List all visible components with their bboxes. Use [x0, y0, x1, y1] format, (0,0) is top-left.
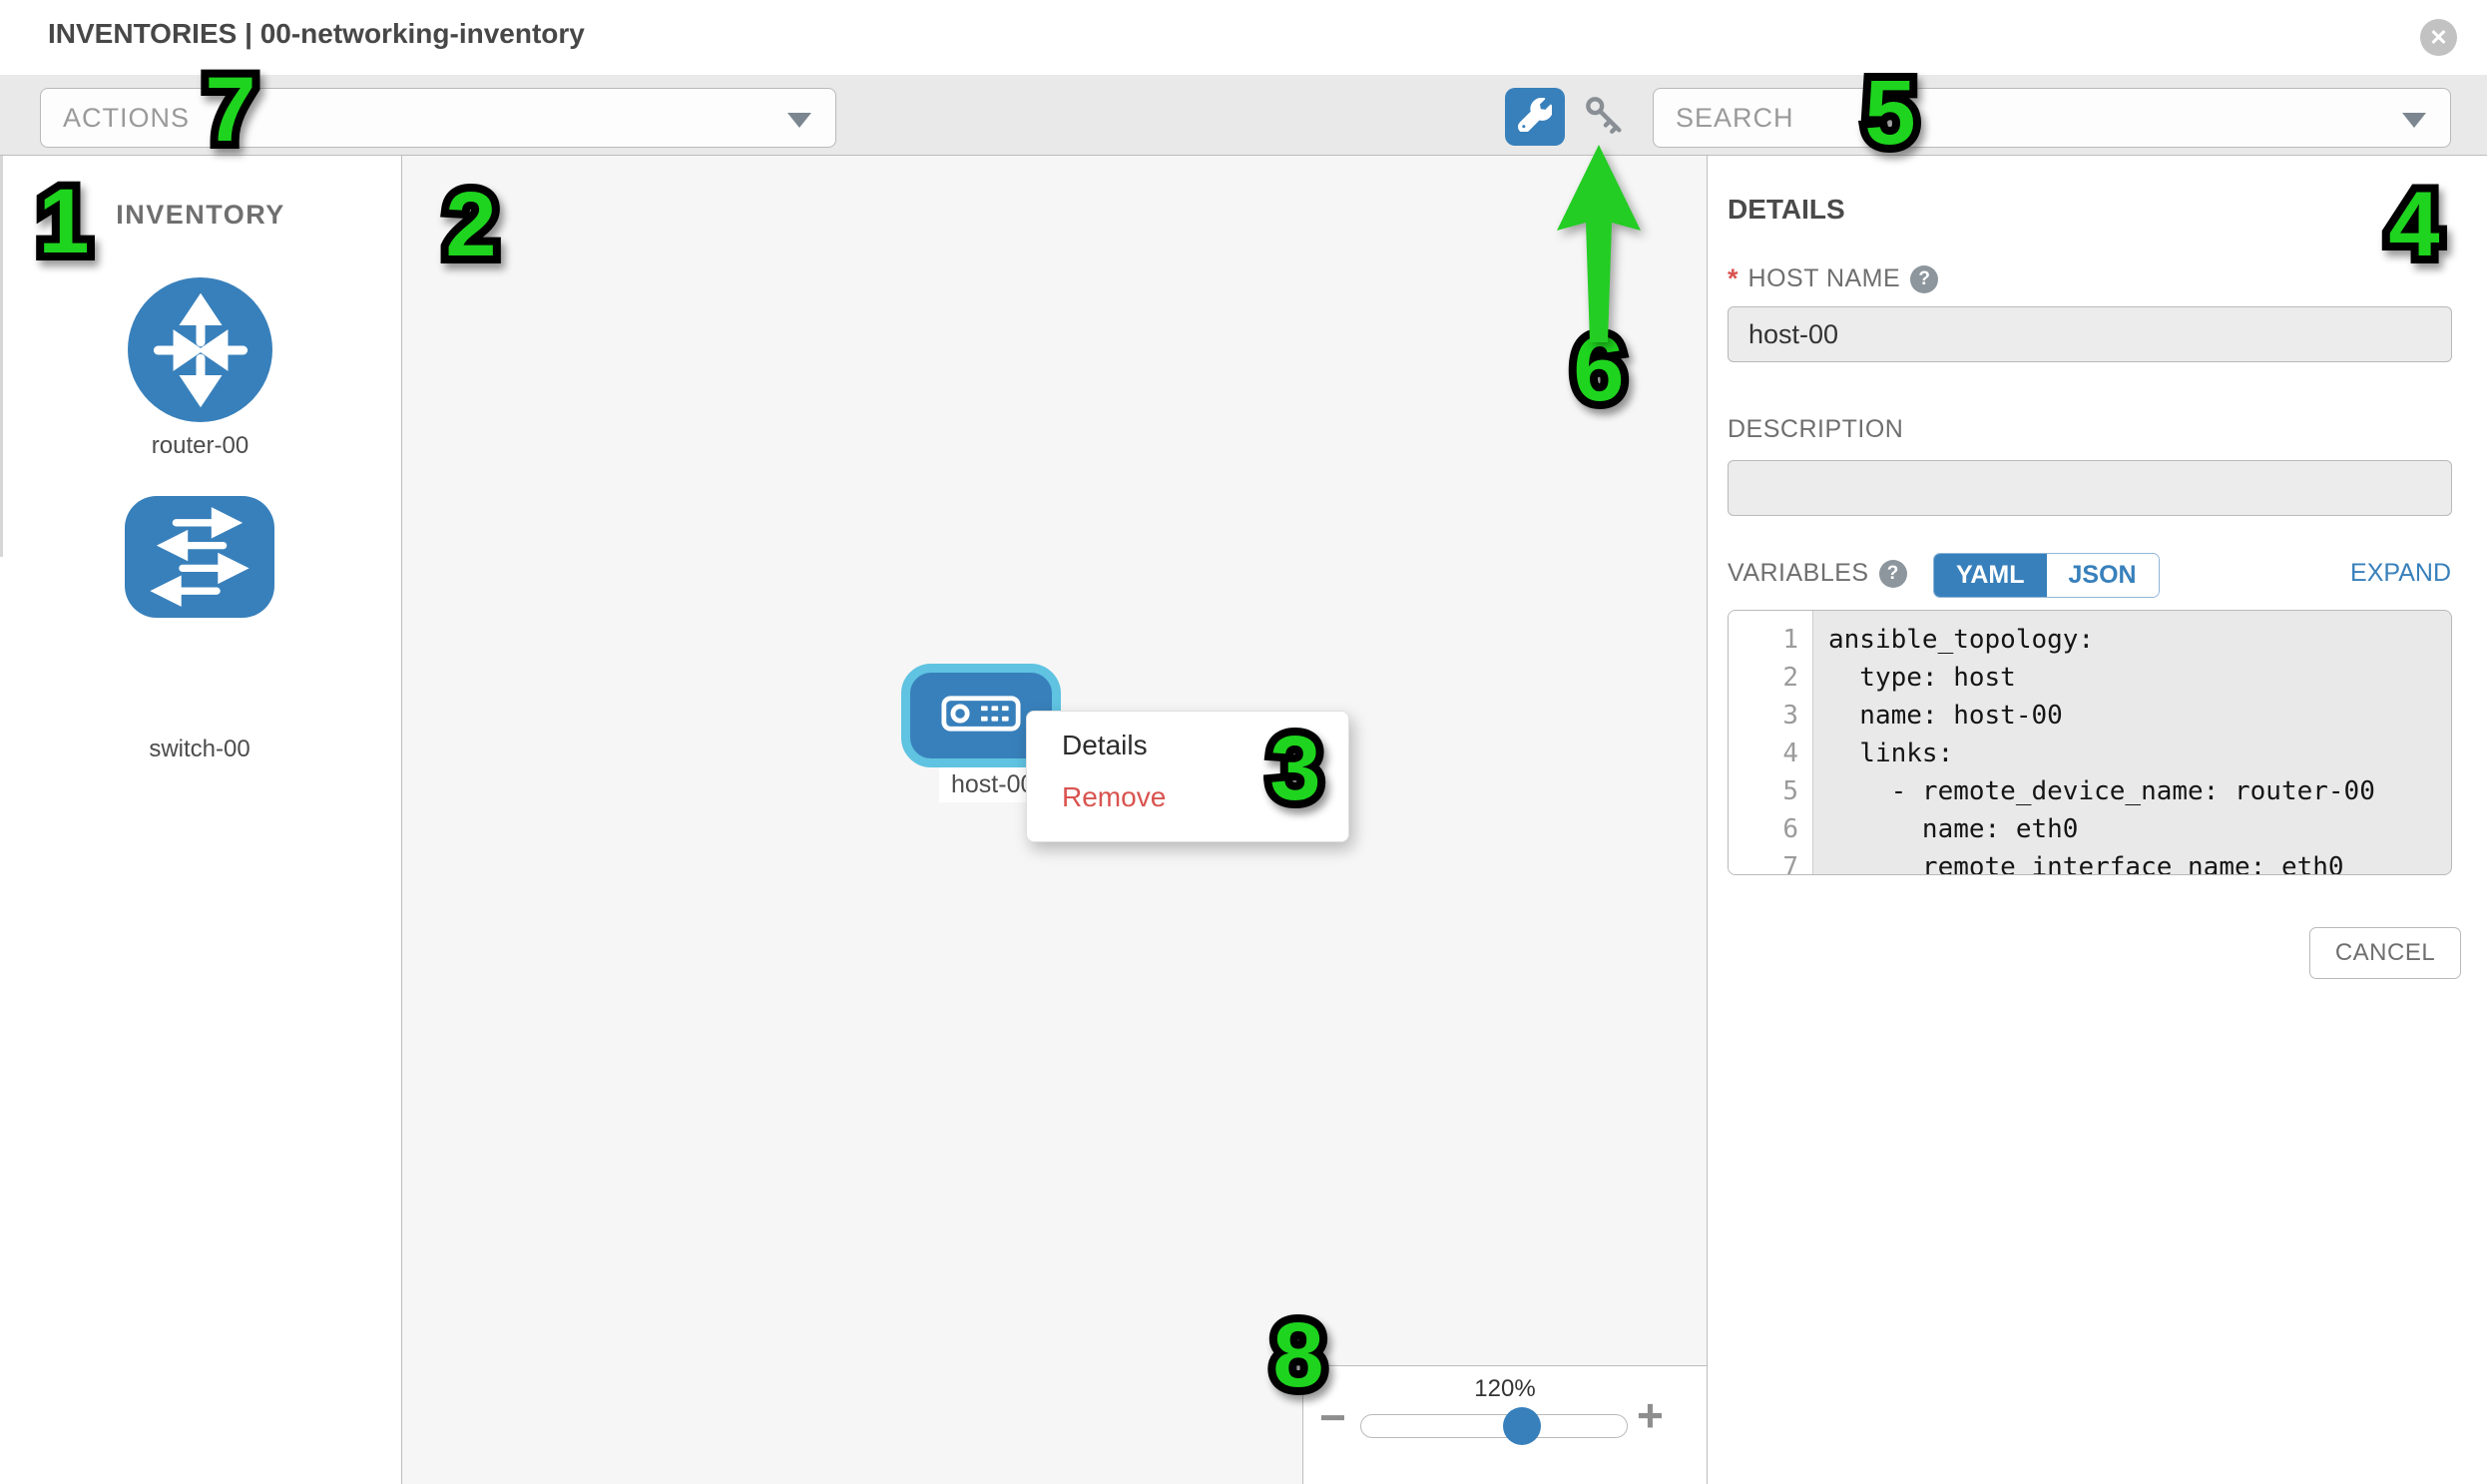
- close-glyph: ✕: [2429, 24, 2448, 50]
- help-icon[interactable]: ?: [1878, 559, 1907, 588]
- host-name-label-row: * HOST NAME ?: [1728, 263, 1939, 294]
- chevron-down-icon: [2402, 113, 2426, 128]
- line-text: - remote_device_name: router-00: [1828, 776, 2375, 806]
- cancel-button[interactable]: CANCEL: [2309, 927, 2461, 979]
- code-line: 6 name: eth0: [1729, 810, 2451, 848]
- header: INVENTORIES | 00-networking-inventory ✕: [0, 0, 2487, 75]
- annotation-2: 2: [437, 171, 504, 278]
- host-node[interactable]: [901, 664, 1061, 767]
- details-title: DETAILS: [1728, 194, 1845, 225]
- host-name-input[interactable]: host-00: [1728, 306, 2452, 362]
- line-text: type: host: [1828, 663, 2016, 693]
- line-number: 7: [1782, 852, 1798, 875]
- toolbar: ACTIONS SEARCH: [0, 75, 2487, 156]
- palette-item-label: router-00: [151, 432, 249, 459]
- toolkit-button[interactable]: [1505, 88, 1565, 146]
- search-placeholder: SEARCH: [1676, 102, 1794, 133]
- description-input[interactable]: [1728, 460, 2452, 516]
- json-toggle-button[interactable]: JSON: [2046, 554, 2159, 597]
- expand-link[interactable]: EXPAND: [2350, 559, 2451, 587]
- line-number: 6: [1782, 814, 1798, 844]
- description-label-row: DESCRIPTION: [1728, 415, 1903, 444]
- context-menu-item-remove[interactable]: Remove: [1062, 781, 1167, 812]
- annotation-arrow-up-icon: [1553, 144, 1645, 350]
- host-name-label: HOST NAME: [1747, 264, 1901, 292]
- inventory-palette: INVENTORY router-00: [0, 156, 402, 1484]
- palette-item-router[interactable]: router-00: [128, 277, 272, 459]
- zoom-in-button[interactable]: +: [1637, 1389, 1664, 1441]
- code-line: 2 type: host: [1729, 659, 2451, 697]
- line-number: 4: [1782, 739, 1798, 768]
- line-text: remote_interface_name: eth0: [1828, 852, 2344, 875]
- zoom-widget: 120% − +: [1302, 1365, 1707, 1484]
- details-panel: DETAILS * HOST NAME ? host-00 DESCRIPTIO…: [1707, 156, 2487, 1484]
- description-label: DESCRIPTION: [1728, 415, 1904, 443]
- line-text: links:: [1828, 739, 1954, 768]
- line-number: 5: [1782, 776, 1798, 806]
- code-line: 4 links:: [1729, 735, 2451, 772]
- annotation-4: 4: [2380, 171, 2447, 278]
- search-dropdown[interactable]: SEARCH: [1653, 88, 2451, 148]
- wrench-icon: [1517, 97, 1553, 137]
- palette-item-switch[interactable]: switch-00: [125, 496, 274, 762]
- host-icon: [941, 695, 1021, 738]
- line-number: 1: [1782, 625, 1798, 655]
- annotation-7: 7: [197, 56, 263, 164]
- annotation-8: 8: [1264, 1301, 1331, 1409]
- variables-code-editor[interactable]: 1 ansible_topology: 2 type: host 3 name: …: [1728, 610, 2452, 875]
- variables-label: VARIABLES: [1728, 559, 1869, 587]
- zoom-level: 120%: [1474, 1375, 1536, 1402]
- context-menu-item-details[interactable]: Details: [1062, 730, 1148, 760]
- code-line: 1 ansible_topology:: [1729, 621, 2451, 659]
- line-text: ansible_topology:: [1828, 625, 2095, 655]
- palette-item-label: switch-00: [149, 736, 250, 762]
- line-number: 3: [1782, 701, 1798, 731]
- line-text: name: host-00: [1828, 701, 2063, 731]
- line-number: 2: [1782, 663, 1798, 693]
- key-icon: [1582, 93, 1628, 144]
- zoom-slider[interactable]: [1360, 1407, 1628, 1445]
- close-icon[interactable]: ✕: [2420, 19, 2457, 56]
- topology-canvas[interactable]: host-00 Details Remove 120% − +: [402, 156, 1707, 1484]
- actions-dropdown[interactable]: ACTIONS: [40, 88, 836, 148]
- editor-gutter: [1729, 611, 1813, 874]
- variables-label-row: VARIABLES ?: [1728, 559, 1907, 588]
- code-line: 5 - remote_device_name: router-00: [1729, 772, 2451, 810]
- code-line: 3 name: host-00: [1729, 697, 2451, 735]
- annotation-1: 1: [30, 168, 97, 275]
- line-text: name: eth0: [1828, 814, 2079, 844]
- node-context-menu: Details Remove: [1026, 711, 1349, 842]
- help-icon[interactable]: ?: [1910, 264, 1939, 293]
- switch-icon: [125, 496, 274, 618]
- palette-title: INVENTORY: [116, 200, 285, 230]
- yaml-toggle-button[interactable]: YAML: [1934, 554, 2047, 597]
- credentials-button[interactable]: [1581, 94, 1629, 142]
- editor-lines: 1 ansible_topology: 2 type: host 3 name: …: [1729, 611, 2451, 875]
- annotation-5: 5: [1856, 59, 1923, 167]
- zoom-slider-knob[interactable]: [1503, 1407, 1541, 1445]
- router-icon: [128, 277, 272, 422]
- required-asterisk: *: [1728, 263, 1739, 293]
- annotation-3: 3: [1261, 715, 1328, 822]
- code-line: 7 remote_interface_name: eth0: [1729, 848, 2451, 875]
- actions-dropdown-label: ACTIONS: [63, 102, 191, 133]
- variables-format-toggle: YAML JSON: [1933, 553, 2160, 598]
- page-title: INVENTORIES | 00-networking-inventory: [48, 18, 585, 49]
- chevron-down-icon: [787, 113, 811, 128]
- palette-edge-line: [0, 156, 3, 557]
- zoom-out-button[interactable]: −: [1319, 1391, 1346, 1443]
